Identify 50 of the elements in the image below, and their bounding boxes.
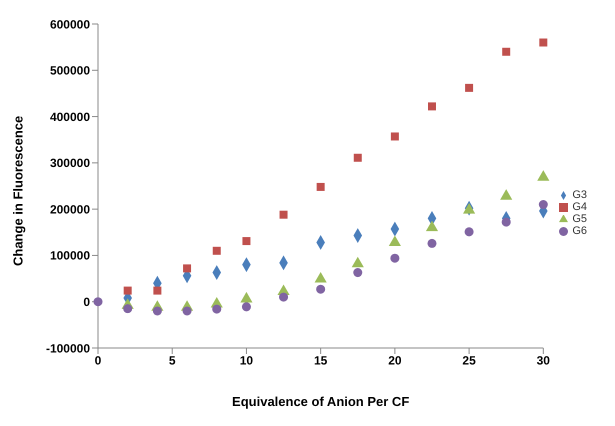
x-tick-label: 5 xyxy=(168,354,176,368)
point xyxy=(183,264,192,272)
x-tick-label: 10 xyxy=(240,354,254,368)
point xyxy=(123,304,132,314)
point xyxy=(428,102,436,110)
y-tick-label: 300000 xyxy=(50,156,90,170)
legend-label: G3 xyxy=(572,189,587,201)
x-tick-label: 0 xyxy=(94,354,102,368)
point xyxy=(316,182,325,191)
point xyxy=(316,284,326,294)
x-tick-label: 25 xyxy=(462,354,476,368)
point xyxy=(152,306,162,316)
point xyxy=(212,304,222,314)
point xyxy=(538,200,548,210)
point xyxy=(242,237,250,246)
point xyxy=(502,48,510,56)
point xyxy=(427,238,436,248)
point xyxy=(354,154,362,162)
y-tick-label: 600000 xyxy=(50,17,90,32)
y-tick-label: -100000 xyxy=(46,341,90,356)
legend-label: G5 xyxy=(572,213,587,225)
legend-label: G6 xyxy=(572,225,587,237)
point xyxy=(124,286,132,295)
x-tick-label: 20 xyxy=(388,354,402,368)
y-tick-label: 0 xyxy=(83,294,90,309)
point xyxy=(153,286,162,295)
y-tick-label: 400000 xyxy=(50,110,90,124)
point xyxy=(464,227,474,236)
point xyxy=(279,292,288,302)
x-axis-title: Equivalence of Anion Per CF xyxy=(232,394,410,409)
y-tick-label: 500000 xyxy=(50,64,90,78)
point xyxy=(390,132,399,140)
x-tick-label: 30 xyxy=(536,354,550,368)
point xyxy=(93,297,103,306)
point xyxy=(390,254,400,263)
point xyxy=(353,268,362,278)
point xyxy=(182,306,192,316)
point xyxy=(465,84,474,92)
point xyxy=(212,246,221,255)
point xyxy=(242,302,251,312)
y-tick-label: 200000 xyxy=(50,202,90,216)
point xyxy=(539,38,548,47)
point xyxy=(280,210,288,219)
point xyxy=(314,272,327,283)
y-axis-title: Change in Fluorescence xyxy=(10,116,26,266)
x-tick-label: 15 xyxy=(314,354,328,368)
legend-label: G4 xyxy=(572,201,587,213)
point xyxy=(463,203,476,214)
point xyxy=(502,218,511,227)
y-tick-label: 100000 xyxy=(50,248,90,263)
